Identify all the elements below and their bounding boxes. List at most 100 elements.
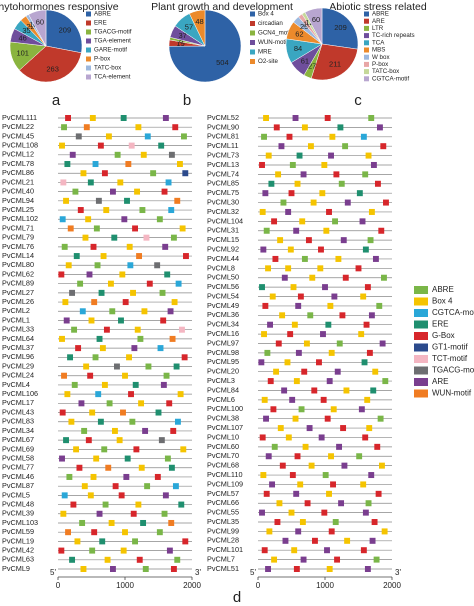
motif-box (261, 331, 267, 338)
gene-name: PvCML69 (2, 444, 34, 453)
slice-label: 37 (178, 31, 186, 40)
motif-box (119, 271, 126, 278)
gene-name: PvCML19 (2, 536, 34, 545)
legend-label: circadian (258, 20, 283, 27)
motif-box (362, 171, 369, 178)
motif-box (367, 237, 374, 244)
motif-box (70, 501, 77, 508)
motif-box (177, 391, 184, 398)
motif-box (91, 529, 98, 536)
legend-label: TGACG-motif (94, 29, 132, 36)
gene-name: PvCML98 (207, 348, 239, 357)
legend-swatch (364, 25, 369, 31)
gene-name: PvCML85 (207, 179, 239, 188)
panel-label: d (233, 589, 241, 606)
motif-box (135, 501, 142, 508)
motif-box (285, 208, 292, 215)
motif-box (81, 483, 88, 490)
motif-box (59, 335, 65, 342)
motif-box (324, 115, 331, 121)
motif-box (76, 464, 83, 471)
slice-label: 22 (26, 22, 34, 31)
motif-box (297, 293, 304, 300)
motif-box (63, 317, 70, 324)
gene-name: PvCML28 (207, 536, 239, 545)
motif-box (299, 218, 306, 225)
motif-box (121, 216, 128, 223)
legend-swatch (364, 76, 369, 82)
motif-box (296, 152, 303, 159)
motif-box (260, 246, 267, 253)
motif-box (150, 170, 157, 177)
motif-box (80, 566, 87, 572)
motif-box (134, 188, 141, 195)
motif-box (124, 197, 130, 204)
motif-box (330, 481, 336, 488)
axis-end-label: 5' (250, 568, 256, 577)
motif-box (103, 207, 110, 214)
legend-swatch (250, 21, 255, 26)
motif-box (333, 171, 340, 178)
motif-box (165, 179, 172, 186)
motif-box (317, 265, 324, 272)
motif-box (180, 446, 187, 453)
motif-box (318, 246, 324, 253)
legend-swatch (86, 11, 91, 17)
motif-box (61, 372, 67, 379)
gene-name: PvCML59 (2, 527, 34, 536)
motif-box (88, 317, 95, 324)
motif-box (83, 363, 90, 370)
motif-box (112, 427, 118, 434)
motif-box (120, 115, 127, 121)
motif-box (160, 381, 167, 388)
legend-label: TGACG-motif (432, 366, 474, 375)
motif-box (376, 124, 383, 131)
motif-box (282, 537, 289, 544)
motif-box (158, 437, 165, 444)
motif-box (364, 284, 371, 291)
gene-name: PvCML39 (2, 509, 34, 518)
motif-box (287, 246, 294, 253)
motif-box (366, 425, 373, 432)
motif-box (325, 321, 332, 328)
motif-box (87, 372, 94, 379)
motif-box (269, 481, 276, 488)
motif-box (138, 464, 145, 471)
motif-box (321, 161, 328, 168)
legend-swatch (364, 33, 369, 39)
axis-end-label: 3' (395, 568, 401, 577)
gene-name: PvCML68 (207, 461, 239, 470)
legend-swatch (414, 366, 428, 375)
motif-box (81, 427, 88, 434)
motif-box (62, 299, 69, 306)
motif-box (275, 340, 282, 347)
slice-label: 15 (303, 20, 311, 29)
pie-slice (310, 43, 358, 81)
gene-name: PvCML5 (2, 490, 30, 499)
gene-name: PvCML44 (207, 254, 239, 263)
motif-box (279, 462, 286, 469)
motif-box (342, 143, 349, 150)
motif-box (381, 274, 387, 281)
motif-box (85, 437, 92, 444)
motif-box (102, 501, 109, 508)
motif-box (60, 179, 67, 186)
motif-box (379, 462, 385, 469)
motif-box (145, 363, 152, 370)
motif-box (337, 124, 344, 131)
motif-box (274, 519, 281, 526)
gene-name: PvCML103 (2, 518, 38, 527)
motif-box (163, 372, 170, 379)
motif-box (181, 354, 188, 361)
motif-box (130, 289, 136, 296)
slice-label: 60 (312, 15, 320, 24)
legend-swatch (364, 18, 369, 24)
gene-name: PvCML54 (207, 291, 239, 300)
motif-box (126, 354, 132, 361)
motif-box (137, 335, 144, 342)
motif-box (122, 529, 128, 536)
legend-label: Box 4 (432, 297, 453, 306)
motif-box (175, 280, 182, 287)
motif-box (139, 207, 146, 214)
motif-box (73, 253, 80, 260)
